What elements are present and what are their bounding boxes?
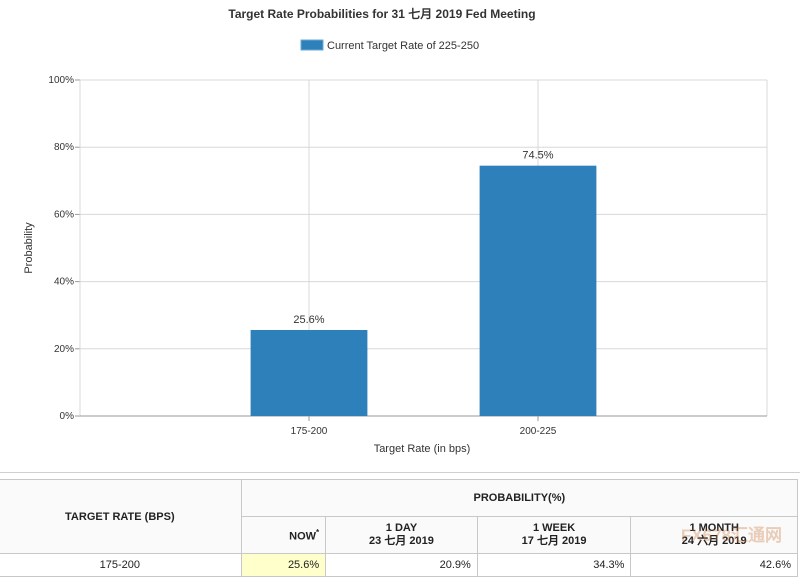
col-1week-label: 1 WEEK (533, 522, 576, 534)
y-tick-label: 80% (54, 142, 74, 153)
chart-panel: Target Rate Probabilities for 31 七月 2019… (23, 7, 768, 455)
grid-lines (75, 79, 768, 417)
y-axis-ticks: 0% 20% 40% 60% 80% 100% (48, 75, 74, 422)
bar-chart: Target Rate Probabilities for 31 七月 2019… (23, 7, 768, 455)
x-axis-title: Target Rate (in bps) (374, 443, 471, 455)
watermark-logo: FX678汇通网 (680, 526, 782, 545)
probability-table: TARGET RATE (BPS) PROBABILITY(%) NOW* 1 … (0, 479, 799, 577)
col-1day-date: 23 七月 2019 (369, 535, 434, 547)
probability-header: PROBABILITY(%) (240, 479, 799, 517)
legend[interactable]: Current Target Rate of 225-250 (300, 39, 479, 52)
x-tick-label: 175-200 (291, 426, 328, 437)
target-rate-header: TARGET RATE (BPS) (0, 479, 242, 554)
bar[interactable] (479, 165, 597, 416)
col-1day-label: 1 DAY (385, 522, 418, 534)
col-1month-label: 1 MONTH (689, 522, 739, 534)
x-tick-label: 200-225 (520, 426, 557, 437)
data-label: 74.5% (522, 150, 553, 162)
table-row: 175-200 25.6% 20.9% 34.3% 42.6% (0, 553, 798, 577)
x-axis-ticks: 175-200 200-225 (291, 416, 557, 437)
row-target-rate: 175-200 (0, 553, 242, 577)
legend-swatch (300, 39, 324, 51)
row-1day-value: 20.9% (325, 553, 478, 577)
y-tick-label: 100% (48, 75, 74, 86)
now-footnote-marker: * (316, 528, 320, 538)
section-divider (0, 472, 800, 473)
col-now-header[interactable]: NOW* (240, 516, 327, 554)
row-1month-value: 42.6% (630, 553, 798, 577)
bar[interactable] (250, 329, 368, 416)
y-tick-label: 60% (54, 209, 74, 220)
y-tick-label: 40% (54, 277, 74, 288)
col-now-label: NOW (289, 530, 317, 543)
y-axis-title: Probability (23, 222, 35, 274)
y-tick-label: 20% (54, 344, 74, 355)
col-1day-header[interactable]: 1 DAY 23 七月 2019 (325, 516, 478, 554)
col-1week-date: 17 七月 2019 (521, 535, 587, 547)
col-1week-header[interactable]: 1 WEEK 17 七月 2019 (476, 516, 632, 554)
legend-label: Current Target Rate of 225-250 (327, 40, 479, 52)
row-now-value: 25.6% (240, 553, 327, 577)
chart-title: Target Rate Probabilities for 31 七月 2019… (228, 7, 535, 21)
data-label: 25.6% (293, 314, 324, 326)
y-tick-label: 0% (60, 411, 75, 422)
col-1month-date: 24 六月 2019 (681, 535, 747, 547)
data-labels: 25.6% 74.5% (293, 150, 553, 326)
row-1week-value: 34.3% (476, 553, 632, 577)
bars (250, 165, 597, 416)
